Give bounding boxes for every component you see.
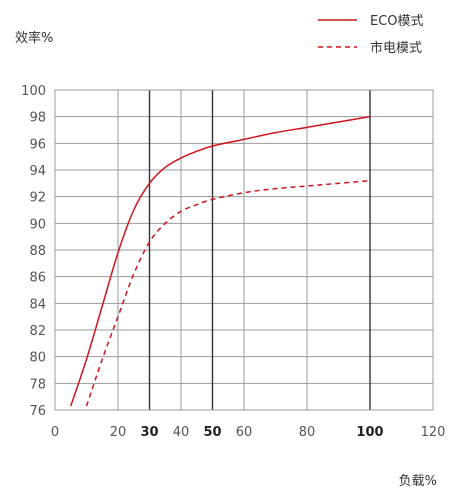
x-tick-label: 20 xyxy=(110,425,127,440)
x-tick-label: 30 xyxy=(140,425,158,440)
legend-label: ECO模式 xyxy=(370,14,424,29)
legend-label: 市电模式 xyxy=(370,40,422,56)
x-tick-label: 120 xyxy=(421,425,446,440)
grid xyxy=(54,89,434,411)
plot-border xyxy=(54,89,434,411)
x-tick-label: 50 xyxy=(203,425,221,440)
y-tick-label: 76 xyxy=(29,404,46,419)
y-tick-label: 88 xyxy=(29,244,46,259)
series-line-dashed xyxy=(85,179,371,407)
series-line-solid xyxy=(70,115,371,407)
y-tick-label: 82 xyxy=(29,324,46,339)
y-tick-label: 90 xyxy=(29,217,46,232)
y-axis-title: 效率% xyxy=(15,30,53,46)
y-tick-label: 94 xyxy=(29,164,46,179)
y-tick-label: 80 xyxy=(29,351,46,366)
series-lines xyxy=(70,115,371,407)
y-tick-label: 96 xyxy=(29,137,46,152)
y-tick-label: 78 xyxy=(29,377,46,392)
y-tick-label: 92 xyxy=(29,191,46,206)
y-tick-label: 100 xyxy=(21,84,46,99)
x-tick-label: 100 xyxy=(356,425,383,440)
x-tick-label: 0 xyxy=(51,425,59,440)
tick-labels: 76 78 80 82 84 86 88 90 92 94 96 98 100 0 20 30 40 50 60 80… xyxy=(21,84,445,440)
y-tick-label: 98 xyxy=(29,111,46,126)
x-axis-title: 负载% xyxy=(399,474,437,488)
y-tick-label: 86 xyxy=(29,271,46,286)
x-tick-label: 80 xyxy=(299,425,316,440)
x-tick-label: 40 xyxy=(173,425,190,440)
x-tick-label: 60 xyxy=(236,425,253,440)
y-tick-label: 84 xyxy=(29,297,46,312)
